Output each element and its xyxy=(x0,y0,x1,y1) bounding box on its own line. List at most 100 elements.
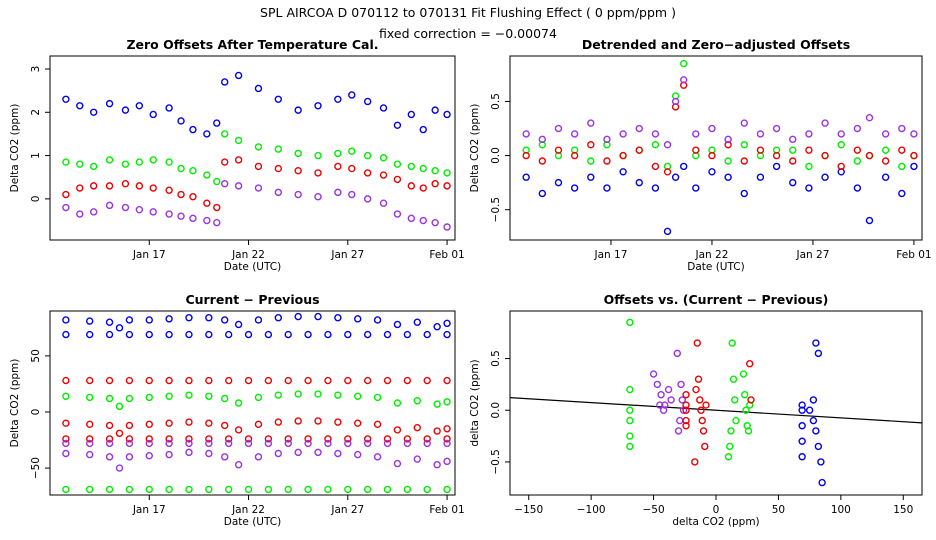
data-point xyxy=(731,396,739,404)
data-point xyxy=(403,376,412,385)
data-point xyxy=(881,157,890,165)
plot-area xyxy=(62,71,451,231)
data-point xyxy=(443,330,451,339)
data-point xyxy=(62,316,70,324)
data-point xyxy=(105,201,114,210)
series-green xyxy=(626,318,754,461)
data-point xyxy=(671,173,680,181)
chart-title: Current − Previous xyxy=(185,292,319,307)
data-point xyxy=(344,439,352,448)
data-point xyxy=(693,339,701,347)
series-blue xyxy=(522,162,918,236)
data-point xyxy=(538,157,547,165)
data-point xyxy=(62,330,70,339)
data-point xyxy=(234,320,243,329)
data-point xyxy=(619,168,627,176)
series-red-high xyxy=(62,376,451,385)
data-point xyxy=(692,385,700,394)
data-point xyxy=(619,151,627,160)
x-tick-label: Jan 17 xyxy=(132,249,166,261)
y-tick-label: 3 xyxy=(30,66,42,73)
data-point xyxy=(674,427,683,435)
data-point xyxy=(62,190,70,199)
data-point xyxy=(294,312,302,321)
x-tick-label: Feb 01 xyxy=(896,249,931,261)
x-tick-label: Jan 27 xyxy=(330,504,364,516)
data-point xyxy=(667,396,675,404)
data-point xyxy=(817,458,825,466)
data-point xyxy=(334,391,342,399)
data-point xyxy=(324,376,332,385)
x-tick-label: Jan 27 xyxy=(330,249,364,261)
x-axis-label: Date (UTC) xyxy=(224,516,281,528)
data-point xyxy=(224,485,233,494)
data-point xyxy=(789,157,797,165)
plot-frame xyxy=(509,55,923,241)
data-point xyxy=(234,182,243,190)
data-point xyxy=(679,162,688,171)
data-point xyxy=(626,385,634,394)
data-point xyxy=(348,147,356,155)
data-point xyxy=(224,435,233,443)
data-point xyxy=(626,406,634,414)
data-point xyxy=(254,420,263,429)
data-point xyxy=(314,390,322,398)
data-point xyxy=(657,391,665,399)
data-point xyxy=(165,435,173,443)
data-point xyxy=(221,180,229,188)
data-point xyxy=(679,59,688,68)
data-point xyxy=(538,135,547,144)
data-point xyxy=(393,426,402,434)
data-point xyxy=(324,439,332,448)
data-point xyxy=(185,448,193,457)
data-point xyxy=(898,124,906,133)
data-point xyxy=(756,146,765,154)
data-point xyxy=(189,167,197,175)
data-point xyxy=(433,323,441,331)
data-point xyxy=(805,130,813,138)
data-point xyxy=(747,396,755,404)
y-tick-label: −0.5 xyxy=(490,197,502,223)
series-red-flat xyxy=(62,435,451,443)
data-point xyxy=(177,164,185,173)
data-point xyxy=(284,330,292,339)
y-tick-label: 0.0 xyxy=(490,402,502,419)
data-point xyxy=(789,178,797,187)
y-axis-label: delta CO2 (ppm) xyxy=(469,359,481,446)
data-point xyxy=(284,485,292,494)
series-blue xyxy=(798,339,826,487)
data-point xyxy=(853,184,862,192)
data-point xyxy=(522,130,530,138)
data-point xyxy=(587,157,595,165)
data-point xyxy=(274,418,283,426)
data-point xyxy=(203,216,211,225)
data-point xyxy=(334,95,342,103)
data-point xyxy=(363,169,372,177)
data-point xyxy=(274,188,283,197)
data-point xyxy=(145,330,153,339)
data-point xyxy=(635,178,643,187)
data-point xyxy=(443,425,451,433)
data-point xyxy=(145,452,153,460)
data-point xyxy=(234,426,243,434)
data-point xyxy=(121,180,130,188)
data-point xyxy=(115,402,124,411)
data-point xyxy=(603,184,611,192)
data-point xyxy=(740,157,748,165)
data-point xyxy=(393,320,402,329)
data-point xyxy=(383,485,392,494)
data-point xyxy=(363,439,372,448)
data-point xyxy=(105,330,114,339)
data-point xyxy=(274,314,283,322)
y-tick-label: 0 xyxy=(30,409,42,416)
data-point xyxy=(603,157,611,165)
data-point xyxy=(664,385,673,394)
x-tick-label: Jan 17 xyxy=(594,249,628,261)
data-point xyxy=(304,376,312,385)
data-point xyxy=(145,376,153,385)
plot-area xyxy=(522,59,918,236)
data-point xyxy=(105,439,114,448)
data-point xyxy=(76,184,84,192)
data-point xyxy=(682,391,690,399)
data-point xyxy=(294,106,302,114)
